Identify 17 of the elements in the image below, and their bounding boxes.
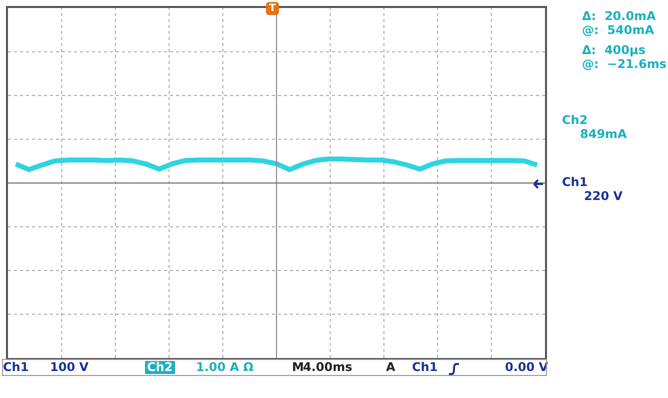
- text: Ch1: [3, 360, 29, 374]
- text: Ch2: [145, 360, 175, 374]
- text: 4.00ms: [303, 360, 352, 374]
- text: 220 V: [584, 189, 623, 203]
- text: M: [292, 360, 304, 374]
- text: Δ: 20.0mA: [582, 9, 656, 23]
- text: Ch1: [562, 175, 588, 189]
- text: T: [266, 2, 279, 15]
- text: A: [386, 360, 396, 374]
- text: @: −21.6ms: [582, 57, 666, 71]
- text: 849mA: [580, 127, 627, 141]
- text: Δ: 400μs: [582, 43, 646, 57]
- text: Ch1: [412, 360, 438, 374]
- text: 1.00 A Ω: [196, 360, 254, 374]
- text: 100 V: [50, 360, 89, 374]
- text: @: 540mA: [582, 23, 654, 37]
- text: Ch2: [562, 113, 588, 127]
